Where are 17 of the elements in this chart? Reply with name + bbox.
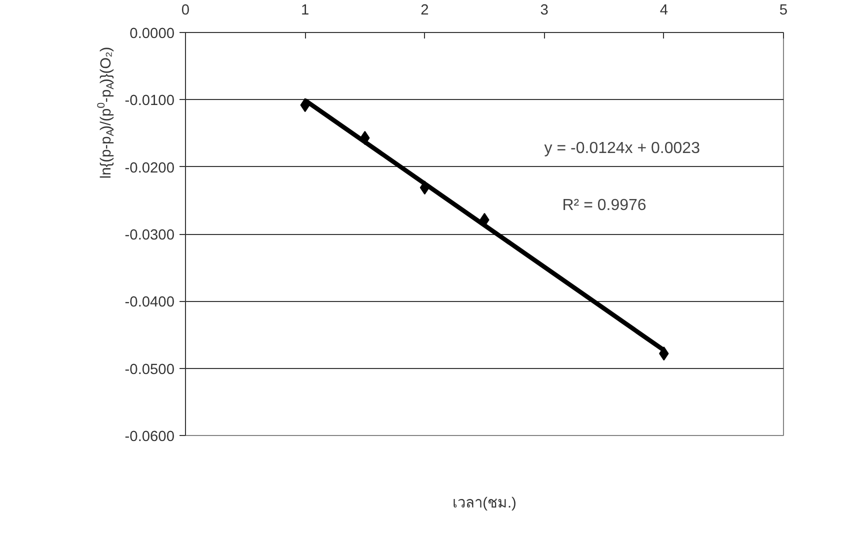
annotation: R² = 0.9976 [562,196,646,214]
x-tick-label: 3 [540,2,548,18]
x-axis-title: เวลา(ชม.) [452,496,516,512]
y-tick-label: -0.0300 [124,228,175,244]
x-tick-label: 0 [181,2,190,18]
x-tick-label: 2 [420,2,429,18]
y-axis-title: ln{(p-pA)/(p0-pA)}(O₂) [96,46,116,179]
x-tick-label: 4 [660,2,668,18]
annotation: y = -0.0124x + 0.0023 [544,140,700,157]
y-tick-label: -0.0500 [124,362,175,378]
y-tick-label: 0.0000 [130,26,174,42]
y-tick-label: -0.0600 [124,429,175,445]
y-tick-label: -0.0200 [124,160,175,176]
y-tick-label: -0.0400 [124,294,175,311]
x-tick-label: 5 [779,2,788,18]
x-tick-label: 1 [301,2,310,18]
y-tick-label: -0.0100 [124,93,175,110]
